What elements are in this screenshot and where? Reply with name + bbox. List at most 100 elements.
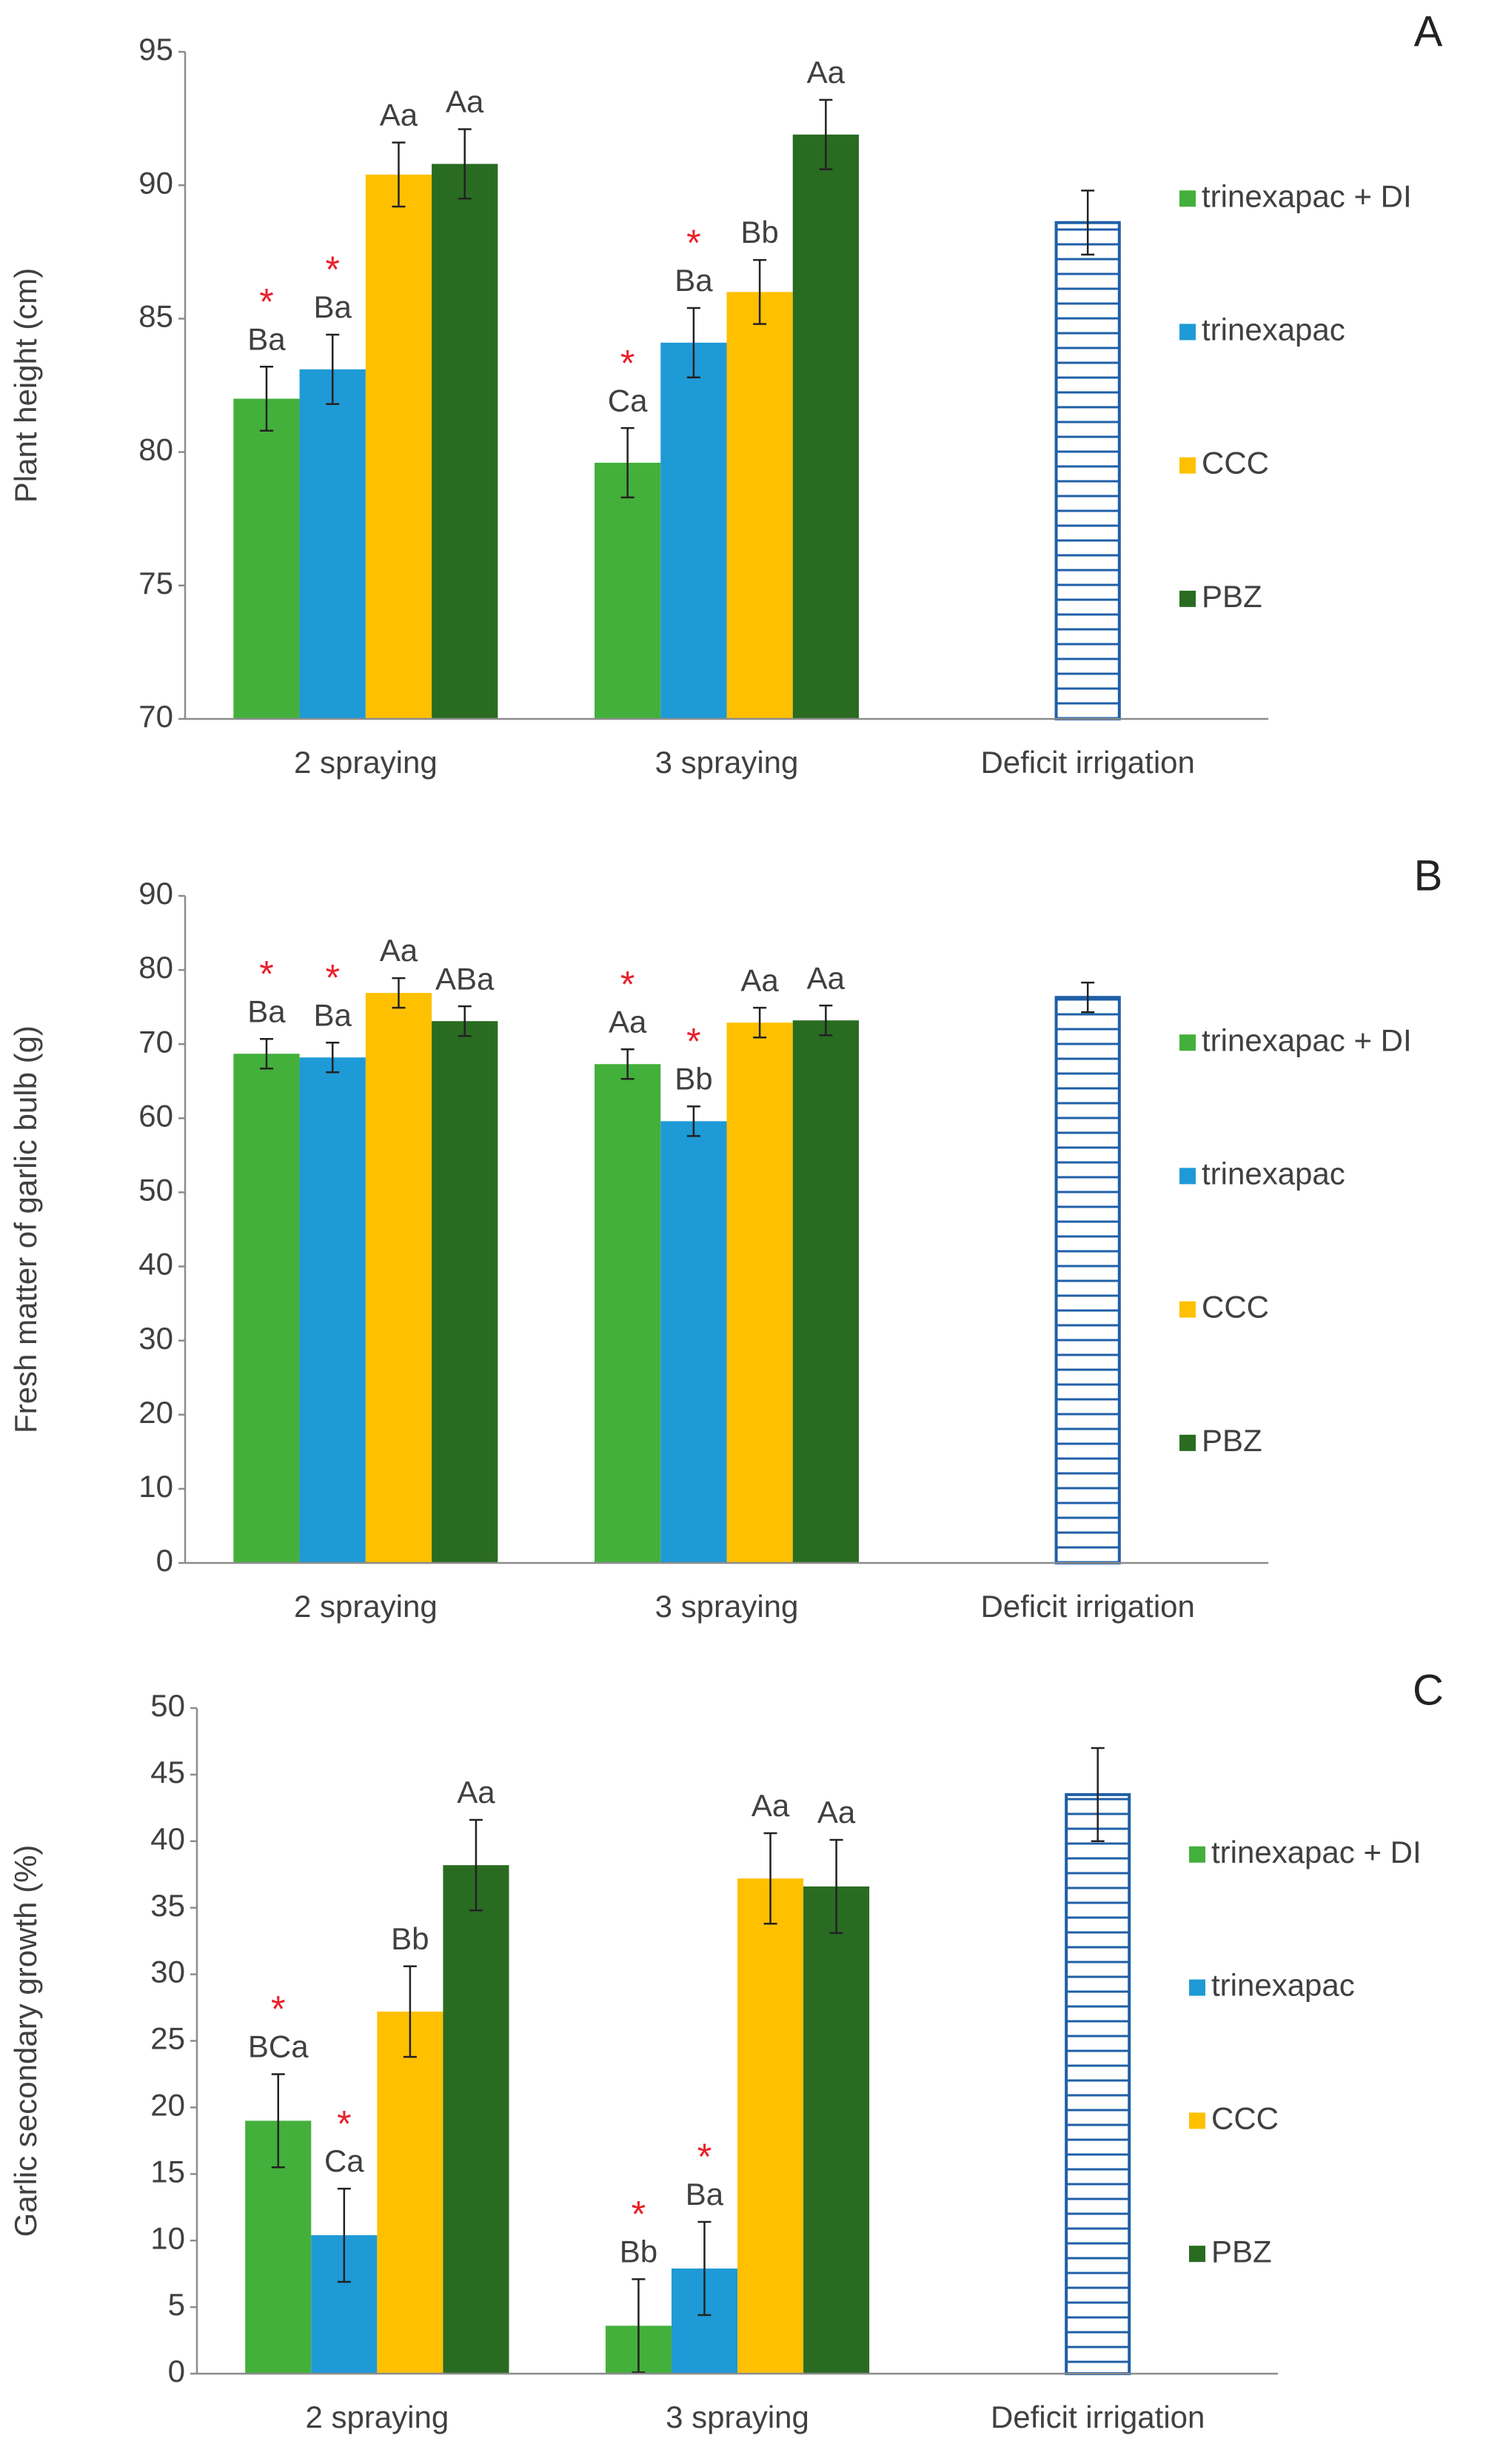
asterisk: * — [259, 281, 273, 322]
legend-label: trinexapac — [1202, 1156, 1345, 1191]
legend-swatch — [1189, 1846, 1205, 1863]
legend-label: CCC — [1211, 2100, 1279, 2135]
legend-swatch — [1189, 1979, 1205, 1996]
significance-letters: Bb — [620, 2234, 657, 2269]
y-tick-label: 40 — [150, 1821, 185, 1856]
bar — [595, 1064, 661, 1563]
bar — [299, 369, 366, 719]
significance-letters: Bb — [740, 215, 778, 250]
significance-letters: BCa — [248, 2029, 309, 2064]
bar — [595, 463, 661, 719]
legend-swatch — [1179, 457, 1196, 474]
legend-label: CCC — [1202, 1290, 1269, 1325]
y-tick-label: 30 — [150, 1955, 185, 1989]
legend-swatch — [1179, 190, 1196, 207]
y-tick-label: 75 — [138, 566, 173, 600]
y-axis-label: Plant height (cm) — [8, 268, 43, 503]
y-tick-label: 0 — [168, 2354, 185, 2388]
bar — [299, 1057, 366, 1563]
asterisk: * — [620, 963, 635, 1005]
legend-swatch — [1179, 1301, 1196, 1318]
significance-letters: Ca — [324, 2143, 364, 2178]
x-tick-label: Deficit irrigation — [980, 1589, 1194, 1624]
x-tick-label: 2 spraying — [294, 745, 438, 780]
bar — [792, 1020, 859, 1563]
x-tick-label: 2 spraying — [305, 2400, 449, 2434]
asterisk: * — [337, 2103, 351, 2144]
y-tick-label: 80 — [138, 432, 173, 467]
y-tick-label: 15 — [150, 2154, 185, 2189]
x-tick-label: 2 spraying — [294, 1589, 438, 1624]
y-tick-label: 35 — [150, 1888, 185, 1923]
significance-letters: Aa — [609, 1004, 647, 1039]
bar — [803, 1886, 870, 2374]
bar — [233, 1054, 300, 1563]
significance-letters: Ca — [608, 383, 648, 418]
y-axis-label: Garlic secondary growth (%) — [8, 1845, 43, 2237]
legend-label: trinexapac + DI — [1211, 1835, 1422, 1869]
y-tick-label: 70 — [138, 699, 173, 734]
legend-label: PBZ — [1202, 579, 1262, 614]
y-tick-label: 25 — [150, 2021, 185, 2056]
significance-letters: Bb — [391, 1921, 429, 1956]
y-tick-label: 80 — [138, 950, 173, 985]
x-tick-label: 3 spraying — [655, 745, 799, 780]
bar — [737, 1878, 804, 2374]
asterisk: * — [632, 2194, 646, 2235]
y-tick-label: 40 — [138, 1247, 173, 1282]
y-tick-label: 10 — [150, 2220, 185, 2255]
y-tick-label: 5 — [168, 2287, 185, 2322]
y-tick-label: 50 — [150, 1688, 185, 1723]
legend-label: PBZ — [1202, 1423, 1262, 1458]
significance-letters: Aa — [740, 962, 779, 997]
asterisk: * — [686, 1021, 700, 1062]
bar — [726, 292, 793, 719]
legend-swatch — [1179, 324, 1196, 341]
panel-label: C — [1413, 1666, 1444, 1714]
legend-swatch — [1179, 1168, 1196, 1185]
legend-label: trinexapac — [1211, 1968, 1355, 2003]
bar — [432, 1021, 498, 1563]
significance-letters: Aa — [380, 98, 418, 133]
significance-letters: Aa — [807, 55, 846, 90]
asterisk: * — [259, 953, 273, 994]
y-tick-label: 90 — [138, 876, 173, 911]
significance-letters: Bb — [674, 1061, 712, 1096]
y-tick-label: 30 — [138, 1321, 173, 1356]
asterisk: * — [686, 222, 700, 264]
y-tick-label: 0 — [156, 1543, 173, 1578]
y-tick-label: 90 — [138, 165, 173, 200]
y-tick-label: 95 — [138, 32, 173, 67]
legend-label: trinexapac + DI — [1202, 178, 1412, 213]
x-tick-label: Deficit irrigation — [980, 745, 1194, 780]
significance-letters: Ba — [314, 997, 352, 1032]
panel-label: B — [1414, 851, 1443, 900]
panel-label: A — [1414, 7, 1443, 56]
y-axis-label: Fresh matter of garlic bulb (g) — [8, 1025, 43, 1433]
legend-swatch — [1189, 2112, 1205, 2129]
y-tick-label: 10 — [138, 1469, 173, 1504]
asterisk: * — [271, 1989, 285, 2030]
y-tick-label: 50 — [138, 1173, 173, 1208]
x-tick-label: Deficit irrigation — [991, 2400, 1205, 2434]
significance-letters: Aa — [807, 960, 846, 995]
bar — [365, 174, 432, 719]
bar — [377, 2011, 443, 2374]
y-tick-label: 70 — [138, 1024, 173, 1059]
legend-swatch — [1179, 1034, 1196, 1051]
asterisk: * — [325, 957, 339, 998]
y-tick-label: 45 — [150, 1755, 185, 1790]
bar — [726, 1022, 793, 1563]
legend-swatch — [1189, 2246, 1205, 2263]
significance-letters: Ba — [247, 321, 286, 356]
significance-letters: Aa — [380, 933, 418, 968]
legend-label: CCC — [1202, 446, 1269, 481]
significance-letters: Aa — [446, 84, 484, 119]
asterisk: * — [325, 249, 339, 290]
x-tick-label: 3 spraying — [655, 1589, 799, 1624]
y-tick-label: 20 — [138, 1395, 173, 1430]
x-tick-label: 3 spraying — [666, 2400, 809, 2434]
bar — [443, 1865, 509, 2374]
bar — [1054, 996, 1121, 1564]
